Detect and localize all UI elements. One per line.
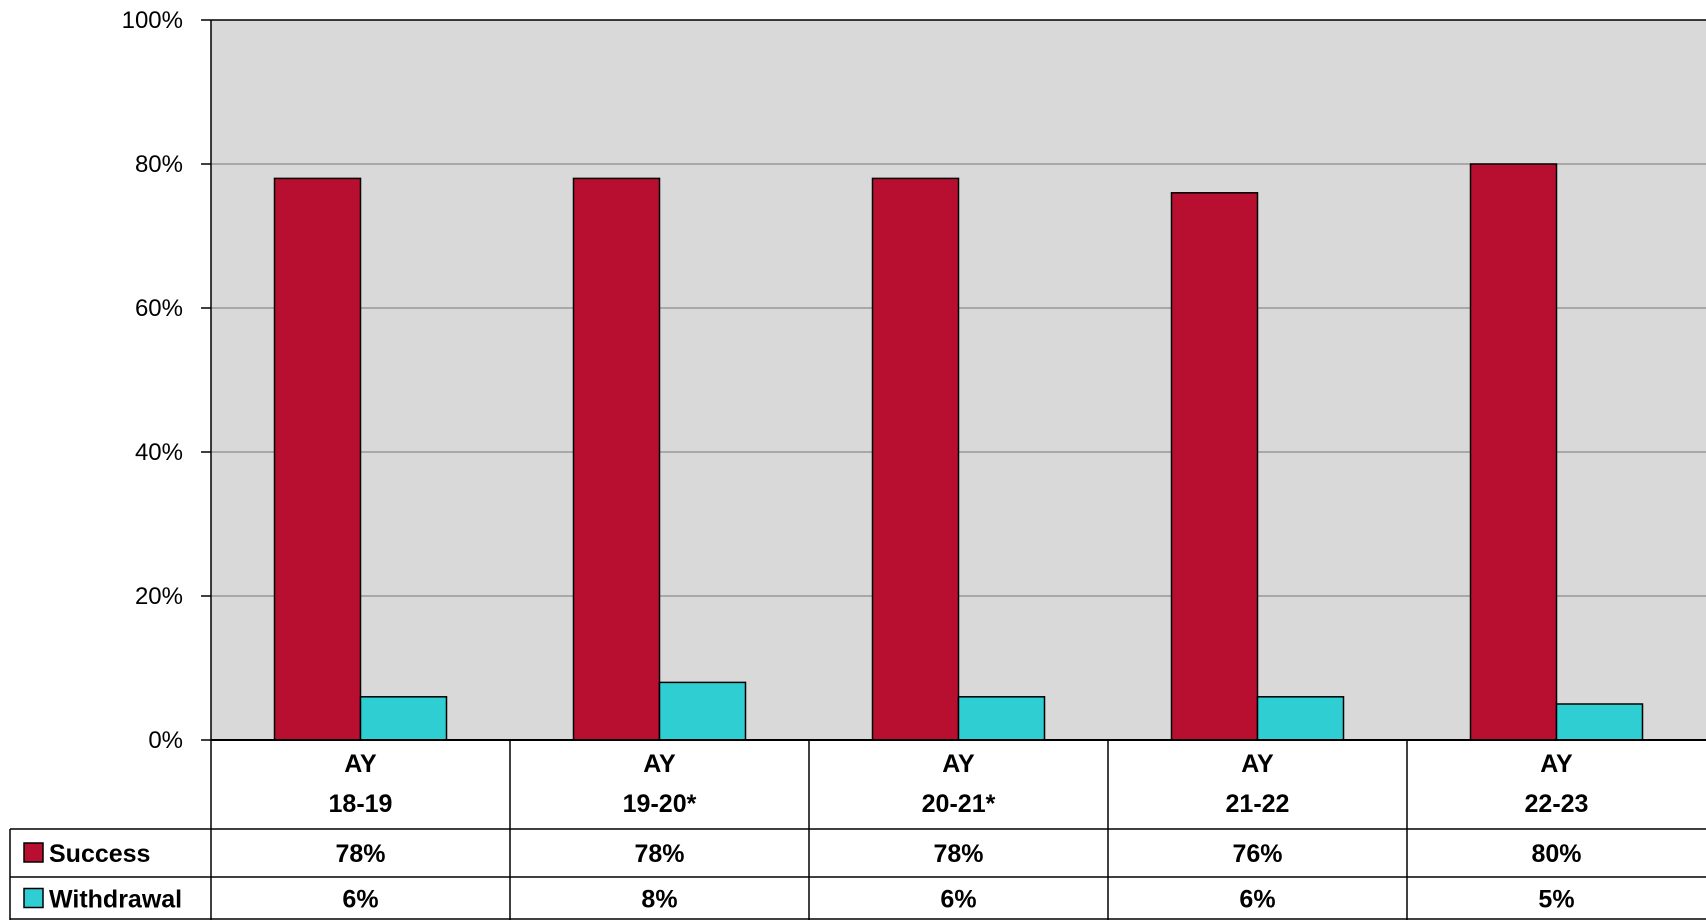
bars xyxy=(273,163,1644,741)
data-label: 78% xyxy=(634,840,684,868)
data-label: 6% xyxy=(940,886,976,914)
bar-success-0 xyxy=(273,177,362,741)
data-label: 78% xyxy=(933,840,983,868)
x-tick-label: AY xyxy=(1241,750,1274,778)
data-label: 6% xyxy=(342,886,378,914)
x-tick-label: 19-20* xyxy=(623,790,697,818)
bar-success-4 xyxy=(1469,163,1558,741)
x-tick-label: 20-21* xyxy=(922,790,996,818)
bar-success-2 xyxy=(871,177,960,741)
legend-swatch-withdrawal xyxy=(23,887,44,909)
data-table: AY 18-19 AY 19-20* AY 20-21* AY 21-22 AY 22-23 Suc… xyxy=(9,739,1706,920)
x-tick-label: 22-23 xyxy=(1525,790,1589,818)
y-tick-label: 100% xyxy=(122,7,183,34)
legend-swatch-success xyxy=(23,842,44,863)
y-tick-label: 60% xyxy=(135,295,183,322)
bar-success-3 xyxy=(1170,192,1259,741)
y-tick-label: 20% xyxy=(135,583,183,610)
y-axis-tick-labels: 0% 20% 40% 60% 80% 100% xyxy=(122,7,183,754)
data-label: 78% xyxy=(335,840,385,868)
bar-withdrawal-2 xyxy=(957,696,1046,741)
legend-label: Withdrawal xyxy=(49,886,182,914)
x-tick-label: 18-19 xyxy=(329,790,393,818)
x-tick-label: AY xyxy=(1540,750,1573,778)
y-tick-label: 80% xyxy=(135,151,183,178)
legend-label: Success xyxy=(49,840,150,868)
data-label: 76% xyxy=(1232,840,1282,868)
bar-success-1 xyxy=(572,177,661,741)
data-label: 8% xyxy=(641,886,677,914)
data-label: 5% xyxy=(1538,886,1574,914)
x-tick-label: 21-22 xyxy=(1226,790,1290,818)
bar-withdrawal-4 xyxy=(1555,703,1644,741)
bar-withdrawal-1 xyxy=(658,681,747,741)
x-tick-label: AY xyxy=(643,750,676,778)
bar-withdrawal-3 xyxy=(1256,696,1345,741)
x-tick-label: AY xyxy=(942,750,975,778)
data-label: 6% xyxy=(1239,886,1275,914)
bar-withdrawal-0 xyxy=(359,696,448,741)
x-tick-label: AY xyxy=(344,750,377,778)
data-label: 80% xyxy=(1531,840,1581,868)
y-tick-label: 0% xyxy=(148,727,183,754)
axes xyxy=(201,19,1706,920)
y-tick-label: 40% xyxy=(135,439,183,466)
